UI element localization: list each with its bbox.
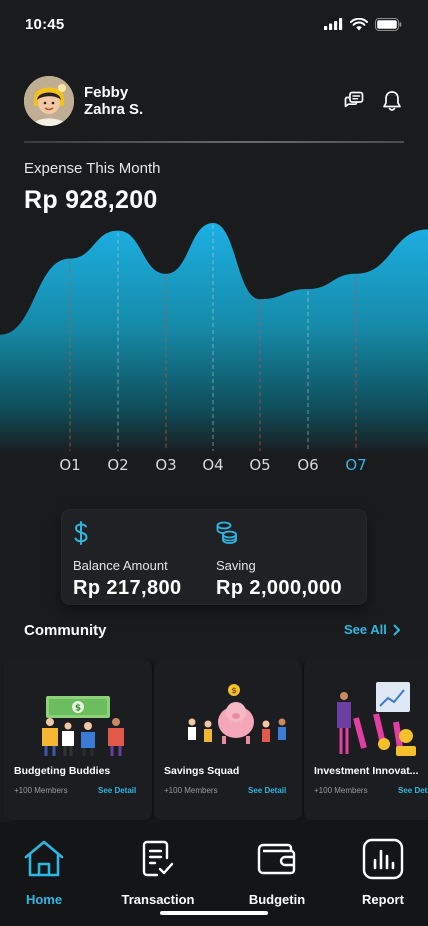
coins-icon [216, 521, 237, 544]
nav-budgetin[interactable]: Budgetin [232, 838, 322, 907]
card-see-detail-link[interactable]: See Detail [98, 786, 137, 795]
nav-transaction-label: Transaction [121, 892, 195, 907]
card-members: +100 Members [14, 786, 68, 795]
community-card-investment[interactable]: Investment Innovat... +100 Members See D… [304, 660, 428, 820]
nav-transaction[interactable]: Transaction [113, 838, 203, 907]
bell-icon [383, 91, 401, 111]
header-divider [24, 141, 404, 143]
card-see-detail-link[interactable]: See Detail [248, 786, 287, 795]
see-all-link[interactable]: See All [344, 622, 401, 637]
user-name: Febby Zahra S. [84, 84, 143, 118]
community-title: Community [24, 622, 107, 639]
chat-icon [344, 91, 364, 108]
dollar-icon [74, 521, 88, 545]
nav-report-label: Report [362, 892, 404, 907]
nav-home[interactable]: Home [0, 838, 89, 907]
nav-home-label: Home [25, 892, 63, 907]
bottom-nav: Home Transaction Budgetin Report [0, 822, 428, 926]
saving-label: Saving [216, 558, 256, 573]
chart-x-label-o3[interactable]: O3 [155, 456, 177, 474]
svg-text:$: $ [75, 704, 81, 714]
community-card-savings-squad[interactable]: $ Savings Squad +100 Members See Detail [154, 660, 302, 820]
community-cards: $ Budgeting Buddies +100 Members See Det… [0, 660, 428, 825]
chat-button[interactable] [342, 89, 366, 113]
card-title: Investment Innovat... [314, 765, 419, 777]
home-indicator [160, 911, 268, 915]
svg-text:$: $ [231, 686, 237, 695]
community-card-budgeting-buddies[interactable]: $ Budgeting Buddies +100 Members See Det… [4, 660, 152, 820]
card-title: Budgeting Buddies [14, 765, 111, 777]
budgeting-buddies-illustration: $ [42, 696, 124, 756]
notification-button[interactable] [380, 89, 404, 113]
chart-x-label-o2[interactable]: O2 [107, 456, 129, 474]
chart-area [0, 223, 428, 455]
card-members: +100 Members [314, 786, 368, 795]
home-icon [24, 840, 64, 877]
status-icons [324, 17, 402, 31]
nav-budgetin-label: Budgetin [248, 892, 306, 907]
balance-amount-value: Rp 217,800 [73, 577, 182, 599]
receipt-icon [142, 840, 174, 877]
signal-icon [324, 18, 343, 30]
expense-chart: O1 O2 O3 O4 O5 O6 O7 [0, 215, 428, 485]
savings-squad-illustration: $ [188, 684, 286, 744]
expense-area-chart [0, 223, 428, 455]
balance-amount-section: Balance Amount Rp 217,800 [73, 520, 182, 600]
see-all-label: See All [344, 622, 387, 637]
saving-value: Rp 2,000,000 [216, 577, 342, 599]
wallet-icon [257, 843, 296, 875]
chart-x-label-o5[interactable]: O5 [249, 456, 271, 474]
investment-illustration [337, 682, 416, 756]
balance-card[interactable]: Balance Amount Rp 217,800 Saving Rp 2,00… [62, 510, 366, 604]
card-see-detail-link[interactable]: See Detail [398, 786, 428, 795]
user-first-name: Febby [84, 84, 129, 101]
nav-report[interactable]: Report [338, 838, 428, 907]
status-time: 10:45 [25, 15, 65, 33]
chart-x-label-o6[interactable]: O6 [297, 456, 319, 474]
card-members: +100 Members [164, 786, 218, 795]
profile-header: Febby Zahra S. [24, 76, 404, 126]
card-title: Savings Squad [164, 765, 240, 777]
avatar[interactable] [24, 76, 74, 126]
chart-x-label-o1[interactable]: O1 [59, 456, 81, 474]
expense-amount: Rp 928,200 [24, 186, 158, 214]
expense-label: Expense This Month [24, 160, 161, 177]
chart-x-label-o7[interactable]: O7 [345, 456, 367, 474]
user-last-name: Zahra S. [84, 101, 144, 118]
bar-chart-icon [362, 838, 404, 880]
balance-amount-label: Balance Amount [73, 558, 168, 573]
status-bar: 10:45 [0, 0, 428, 48]
wifi-icon [350, 17, 368, 30]
battery-icon [375, 17, 402, 31]
chevron-right-icon [393, 624, 400, 635]
saving-section: Saving Rp 2,000,000 [216, 520, 342, 600]
chart-x-label-o4[interactable]: O4 [202, 456, 224, 474]
